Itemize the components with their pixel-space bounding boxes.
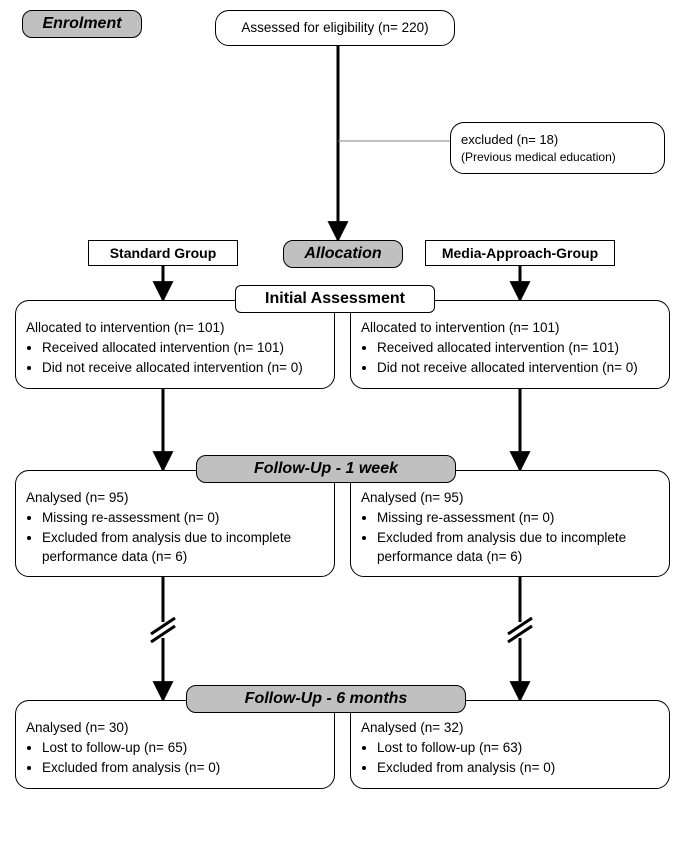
group-media-label: Media-Approach-Group — [442, 245, 598, 261]
f1-right-b1: Missing re-assessment (n= 0) — [377, 509, 659, 527]
stage-followup-1w-label: Follow-Up - 1 week — [254, 460, 398, 477]
f1-right-b2: Excluded from analysis due to incomplete… — [377, 529, 659, 565]
f1-left-b2: Excluded from analysis due to incomplete… — [42, 529, 324, 565]
stage-enrolment: Enrolment — [22, 10, 142, 38]
alloc-left-head: Allocated to intervention (n= 101) — [26, 319, 324, 337]
alloc-right-b2: Did not receive allocated intervention (… — [377, 359, 659, 377]
stage-followup-6m: Follow-Up - 6 months — [186, 685, 466, 713]
stage-initial-label: Initial Assessment — [265, 290, 405, 307]
alloc-right-b1: Received allocated intervention (n= 101) — [377, 339, 659, 357]
node-alloc-left: Allocated to intervention (n= 101) Recei… — [15, 300, 335, 389]
stage-allocation-label: Allocation — [304, 245, 381, 262]
alloc-left-b2: Did not receive allocated intervention (… — [42, 359, 324, 377]
node-f6-right: Analysed (n= 32) Lost to follow-up (n= 6… — [350, 700, 670, 789]
eligibility-text: Assessed for eligibility (n= 220) — [241, 20, 428, 35]
f6-right-head: Analysed (n= 32) — [361, 719, 659, 737]
group-standard: Standard Group — [88, 240, 238, 266]
node-f6-left: Analysed (n= 30) Lost to follow-up (n= 6… — [15, 700, 335, 789]
node-f1-left: Analysed (n= 95) Missing re-assessment (… — [15, 470, 335, 577]
stage-enrolment-label: Enrolment — [42, 15, 121, 32]
group-standard-label: Standard Group — [110, 245, 217, 261]
alloc-right-head: Allocated to intervention (n= 101) — [361, 319, 659, 337]
f1-right-head: Analysed (n= 95) — [361, 489, 659, 507]
node-alloc-right: Allocated to intervention (n= 101) Recei… — [350, 300, 670, 389]
excluded-line1: excluded (n= 18) — [461, 131, 654, 149]
f6-right-b1: Lost to follow-up (n= 63) — [377, 739, 659, 757]
stage-allocation: Allocation — [283, 240, 403, 268]
node-excluded: excluded (n= 18) (Previous medical educa… — [450, 122, 665, 174]
stage-followup-1w: Follow-Up - 1 week — [196, 455, 456, 483]
alloc-left-b1: Received allocated intervention (n= 101) — [42, 339, 324, 357]
f1-left-b1: Missing re-assessment (n= 0) — [42, 509, 324, 527]
f1-left-head: Analysed (n= 95) — [26, 489, 324, 507]
node-eligibility: Assessed for eligibility (n= 220) — [215, 10, 455, 46]
stage-initial-assessment: Initial Assessment — [235, 285, 435, 313]
excluded-line2: (Previous medical education) — [461, 149, 654, 165]
group-media: Media-Approach-Group — [425, 240, 615, 266]
f6-left-b1: Lost to follow-up (n= 65) — [42, 739, 324, 757]
f6-left-head: Analysed (n= 30) — [26, 719, 324, 737]
node-f1-right: Analysed (n= 95) Missing re-assessment (… — [350, 470, 670, 577]
f6-right-b2: Excluded from analysis (n= 0) — [377, 759, 659, 777]
stage-followup-6m-label: Follow-Up - 6 months — [245, 690, 408, 707]
f6-left-b2: Excluded from analysis (n= 0) — [42, 759, 324, 777]
